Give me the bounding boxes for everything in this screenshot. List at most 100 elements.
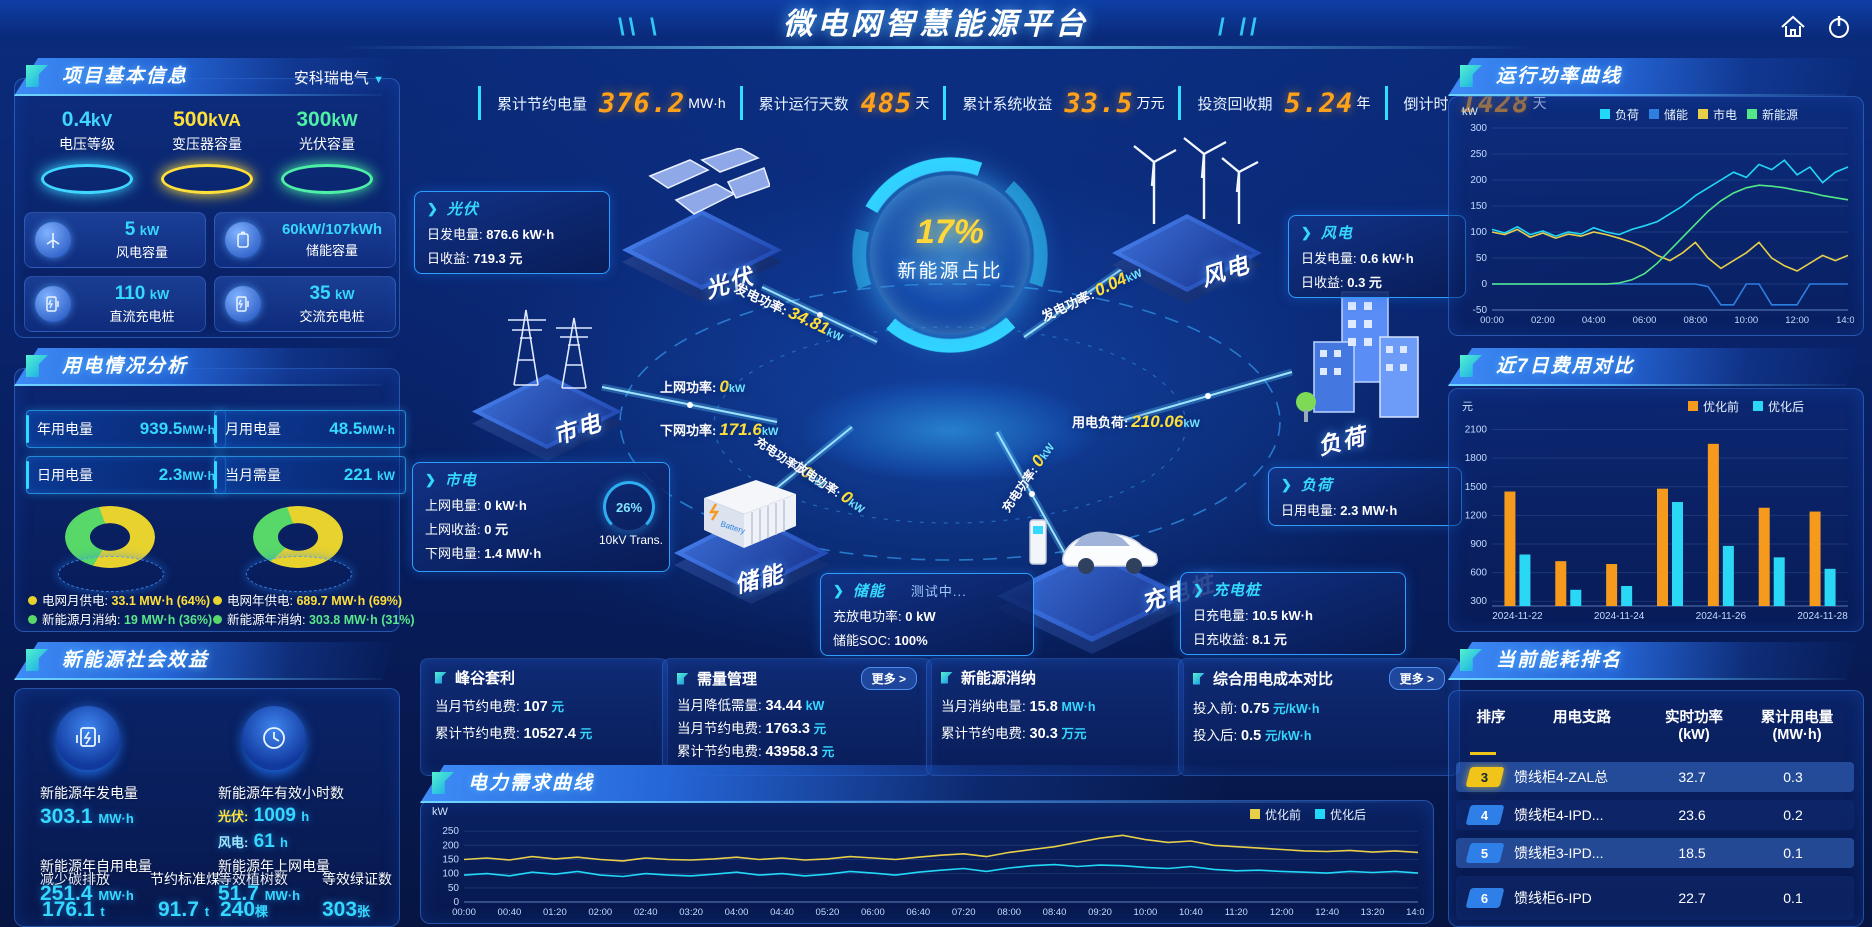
legend-dot (213, 615, 222, 624)
wind-turbines-icon (1133, 137, 1259, 224)
rank-table-header: 排序 用电支路 实时功率 (kW) 累计用电量 (MW·h) (1476, 710, 1834, 743)
svg-text:2024-11-22: 2024-11-22 (1492, 611, 1543, 622)
card-arrow-icon: ❯ (1193, 581, 1205, 597)
svg-text:09:20: 09:20 (1088, 907, 1112, 918)
home-icon[interactable] (1778, 12, 1808, 42)
svg-text:150: 150 (1470, 201, 1487, 212)
power-icon[interactable] (1824, 12, 1854, 42)
rank-badge: 5 (1465, 843, 1505, 863)
svg-text:250: 250 (442, 826, 459, 837)
rank-row[interactable]: 4 馈线柜4-IPD... 23.6 0.2 (1456, 800, 1854, 830)
flow-feed-in: 上网功率: 0kW (660, 377, 746, 396)
stat-payback: 投资回收期 5.24 年 (1178, 86, 1384, 120)
more-button[interactable]: 更多 > (860, 667, 917, 690)
svg-text:08:00: 08:00 (997, 907, 1021, 918)
grid-info-card: ❯ 市电 上网电量: 0 kW·h 上网收益: 0 元 下网电量: 1.4 MW·… (412, 462, 670, 572)
benefit-wind-hours: 风电: 61 h (218, 831, 288, 852)
svg-text:1800: 1800 (1465, 453, 1488, 464)
benefit-co2-value: 176.1 t (42, 898, 105, 921)
svg-text:00:40: 00:40 (498, 907, 522, 918)
benefit-co2-label: 减少碳排放 (40, 871, 110, 887)
panel-energy-rank-header: 当前能耗排名 (1448, 642, 1862, 680)
panel-social-benefit-header: 新能源社会效益 (14, 642, 398, 680)
panel-project-info-header: 项目基本信息 安科瑞电气 ▼ (14, 58, 398, 96)
card-wind-capacity: 5 kW 风电容量 (24, 212, 206, 268)
panel-title: 用电情况分析 (62, 356, 189, 377)
svg-text:04:00: 04:00 (1582, 315, 1606, 326)
rank-row[interactable]: 6 馈线柜6-IPD 22.7 0.1 (1456, 876, 1854, 920)
power-tower-icon (508, 309, 592, 389)
generation-icon (56, 706, 120, 770)
app-header: \\ \ 微电网智慧能源平台 / // (0, 0, 1872, 54)
benefit-gen-value: 303.1 MW·h (40, 805, 134, 828)
svg-text:900: 900 (1470, 539, 1487, 550)
benefit-self-label: 新能源年自用电量 (40, 858, 152, 874)
svg-text:06:40: 06:40 (906, 907, 930, 918)
svg-text:08:40: 08:40 (1043, 907, 1067, 918)
panel-demand-curve-header: 电力需求曲线 (420, 765, 1432, 803)
svg-text:2024-11-28: 2024-11-28 (1797, 611, 1848, 622)
card-dc-charger: 110 kW 直流充电桩 (24, 276, 206, 332)
transformer-gauge-label: 10kV Trans. (598, 533, 664, 547)
svg-text:08:00: 08:00 (1684, 315, 1708, 326)
svg-text:04:40: 04:40 (770, 907, 794, 918)
svg-text:0: 0 (1481, 279, 1487, 290)
card-arrow-icon: ❯ (1301, 224, 1313, 240)
svg-text:50: 50 (1476, 253, 1488, 264)
demand-y-unit: kW (432, 806, 448, 818)
benefit-self-value: 251.4 MW·h (40, 882, 134, 905)
svg-text:0: 0 (453, 897, 459, 908)
rank-badge: 3 (1465, 767, 1505, 787)
cost-legend: 优化前 优化后 (1688, 398, 1804, 415)
kpi-peak-valley: 峰谷套利 当月节约电费: 107 元 累计节约电费: 10527.4 元 (420, 658, 668, 776)
wind-turbine-icon (35, 222, 71, 258)
svg-text:10:00: 10:00 (1134, 907, 1158, 918)
load-info-card: ❯ 负荷 日用电量: 2.3 MW·h (1268, 467, 1462, 526)
svg-text:100: 100 (1470, 227, 1487, 238)
renewable-share-label: 新能源占比 (897, 261, 1003, 282)
hours-clock-icon (242, 706, 306, 770)
storage-status-badge: 测试中... (910, 584, 967, 599)
legend-swatch (1600, 109, 1610, 119)
kpi-demand-management: 需量管理 更多 > 当月降低需量: 34.44 kW 当月节约电费: 1763.3… (662, 658, 932, 776)
panel-title: 当前能耗排名 (1496, 650, 1623, 671)
ac-charger-icon (225, 286, 261, 322)
panel-title: 运行功率曲线 (1496, 66, 1623, 87)
run-power-y-unit: kW (1462, 106, 1478, 118)
benefit-hours-label: 新能源年有效小时数 (218, 785, 344, 801)
benefit-gen-label: 新能源年发电量 (40, 785, 138, 801)
svg-text:1200: 1200 (1465, 510, 1488, 521)
rank-scroll-indicator (1470, 752, 1496, 755)
stat-saved-energy: 累计节约电量 376.2 MW·h (478, 86, 740, 120)
panel-cost-compare (1448, 388, 1864, 632)
stat-month-usage: 月用电量 48.5MW·h (214, 410, 406, 448)
pv-platform (622, 210, 782, 302)
wind-info-card: ❯ 风电 日发电量: 0.6 kW·h 日收益: 0.3 元 (1288, 215, 1466, 298)
panel-title: 近7日费用对比 (1496, 356, 1635, 377)
svg-text:02:00: 02:00 (588, 907, 612, 918)
svg-text:05:20: 05:20 (816, 907, 840, 918)
svg-text:11:20: 11:20 (1225, 907, 1248, 918)
legend-grid-year: 电网年供电: 689.7 MW·h (69%) (213, 590, 402, 609)
benefit-export-label: 新能源年上网电量 (218, 858, 330, 874)
stat-month-demand: 当月需量 221 kW (214, 456, 406, 494)
stat-day-usage: 日用电量 2.3MW·h (26, 456, 226, 494)
kpi-icon (677, 672, 689, 685)
legend-swatch (1649, 109, 1660, 119)
legend-swatch (1315, 809, 1326, 819)
holo-ring-icon (281, 164, 373, 194)
company-dropdown[interactable]: 安科瑞电气 ▼ (293, 70, 384, 87)
rank-row[interactable]: 5 馈线柜3-IPD... 18.5 0.1 (1456, 838, 1854, 868)
svg-text:50: 50 (448, 883, 460, 894)
benefit-tree-label: 等效植树数 (218, 871, 288, 887)
svg-text:02:00: 02:00 (1531, 315, 1555, 326)
benefit-export-value: 51.7 MW·h (218, 882, 301, 905)
svg-text:2100: 2100 (1465, 425, 1488, 436)
rank-row[interactable]: 3 馈线柜4-ZAL总 32.7 0.3 (1456, 762, 1854, 792)
svg-text:12:40: 12:40 (1315, 907, 1339, 918)
svg-text:300: 300 (1470, 123, 1487, 134)
holo-ring-icon (161, 164, 253, 194)
more-button[interactable]: 更多 > (1388, 667, 1445, 690)
svg-text:200: 200 (1470, 175, 1487, 186)
